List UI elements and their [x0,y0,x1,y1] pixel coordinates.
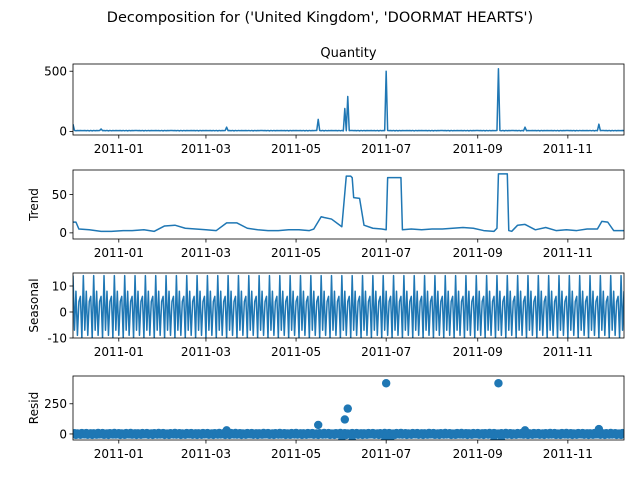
panel-title: Quantity [320,46,376,61]
axes-frame [72,63,625,136]
axes-frame [72,272,625,339]
x-tick-label: 2011-07 [361,345,411,359]
y-tick-label: 0 [59,305,67,319]
y-tick-label: 0 [59,125,67,139]
x-tick-label: 2011-11 [543,142,593,156]
panel-4: Resid 0 250 2011-01 2011-03 2011-05 2011-07 201… [27,375,625,461]
x-tick-label: 2011-09 [453,447,503,461]
x-tick-label: 2011-03 [181,142,231,156]
resid-point [380,437,389,440]
y-tick-label: -10 [47,331,67,345]
x-tick-label: 2011-01 [94,447,144,461]
y-axis-label: Seasonal [27,278,41,332]
resid-point [494,379,503,388]
x-tick-label: 2011-05 [271,345,321,359]
resid-point [348,437,357,440]
resid-point [386,437,395,440]
y-tick-label: 10 [52,279,67,293]
resid-point [594,424,604,434]
x-tick-label: 2011-01 [94,345,144,359]
y-tick-label: 0 [59,226,67,240]
resid-point [497,437,506,440]
panel-3: Seasonal -10 0 10 2011-01 2011-03 2011-05 2011-… [27,272,625,359]
x-tick-label: 2011-07 [361,142,411,156]
resid-point [222,426,231,435]
y-tick-label: 0 [59,427,67,441]
panel-1: Quantity 0 500 2011-01 2011-03 2011-05 2011-07… [44,46,625,156]
y-tick-label: 50 [52,188,67,202]
panel-2: Trend 0 50 2011-01 2011-03 2011-05 2011-07 2011… [27,169,625,260]
resid-point [520,426,530,435]
resid-point [489,437,499,440]
x-tick-label: 2011-11 [543,246,593,260]
x-tick-label: 2011-01 [94,142,144,156]
resid-point [314,420,323,430]
y-tick-label: 500 [44,65,67,79]
x-tick-label: 2011-11 [543,345,593,359]
data-area [73,68,624,132]
axes-frame [72,375,625,441]
data-area [73,173,624,233]
y-axis-label: Trend [27,188,41,222]
resid-point [381,379,391,388]
seasonal-line [73,274,624,338]
x-tick-label: 2011-07 [361,246,411,260]
x-tick-label: 2011-07 [361,447,411,461]
data-area [73,379,624,440]
resid-point [340,415,350,424]
x-tick-label: 2011-05 [271,142,321,156]
y-axis-label: Resid [27,392,41,424]
trend-line [73,173,624,233]
x-tick-label: 2011-09 [453,345,503,359]
resid-point [619,430,624,439]
x-tick-label: 2011-05 [271,447,321,461]
axes-frame [72,169,625,240]
y-tick-label: 250 [44,397,67,411]
x-tick-label: 2011-05 [271,246,321,260]
x-tick-label: 2011-03 [181,447,231,461]
x-tick-label: 2011-09 [453,246,503,260]
x-tick-label: 2011-01 [94,246,144,260]
x-tick-label: 2011-03 [181,246,231,260]
quantity-line [73,68,624,132]
x-tick-label: 2011-09 [453,142,503,156]
x-tick-label: 2011-11 [543,447,593,461]
figure-suptitle: Decomposition for ('United Kingdom', 'DO… [107,10,533,26]
resid-point [343,404,352,413]
resid-point [337,437,346,440]
x-tick-label: 2011-03 [181,345,231,359]
data-area [73,274,624,338]
